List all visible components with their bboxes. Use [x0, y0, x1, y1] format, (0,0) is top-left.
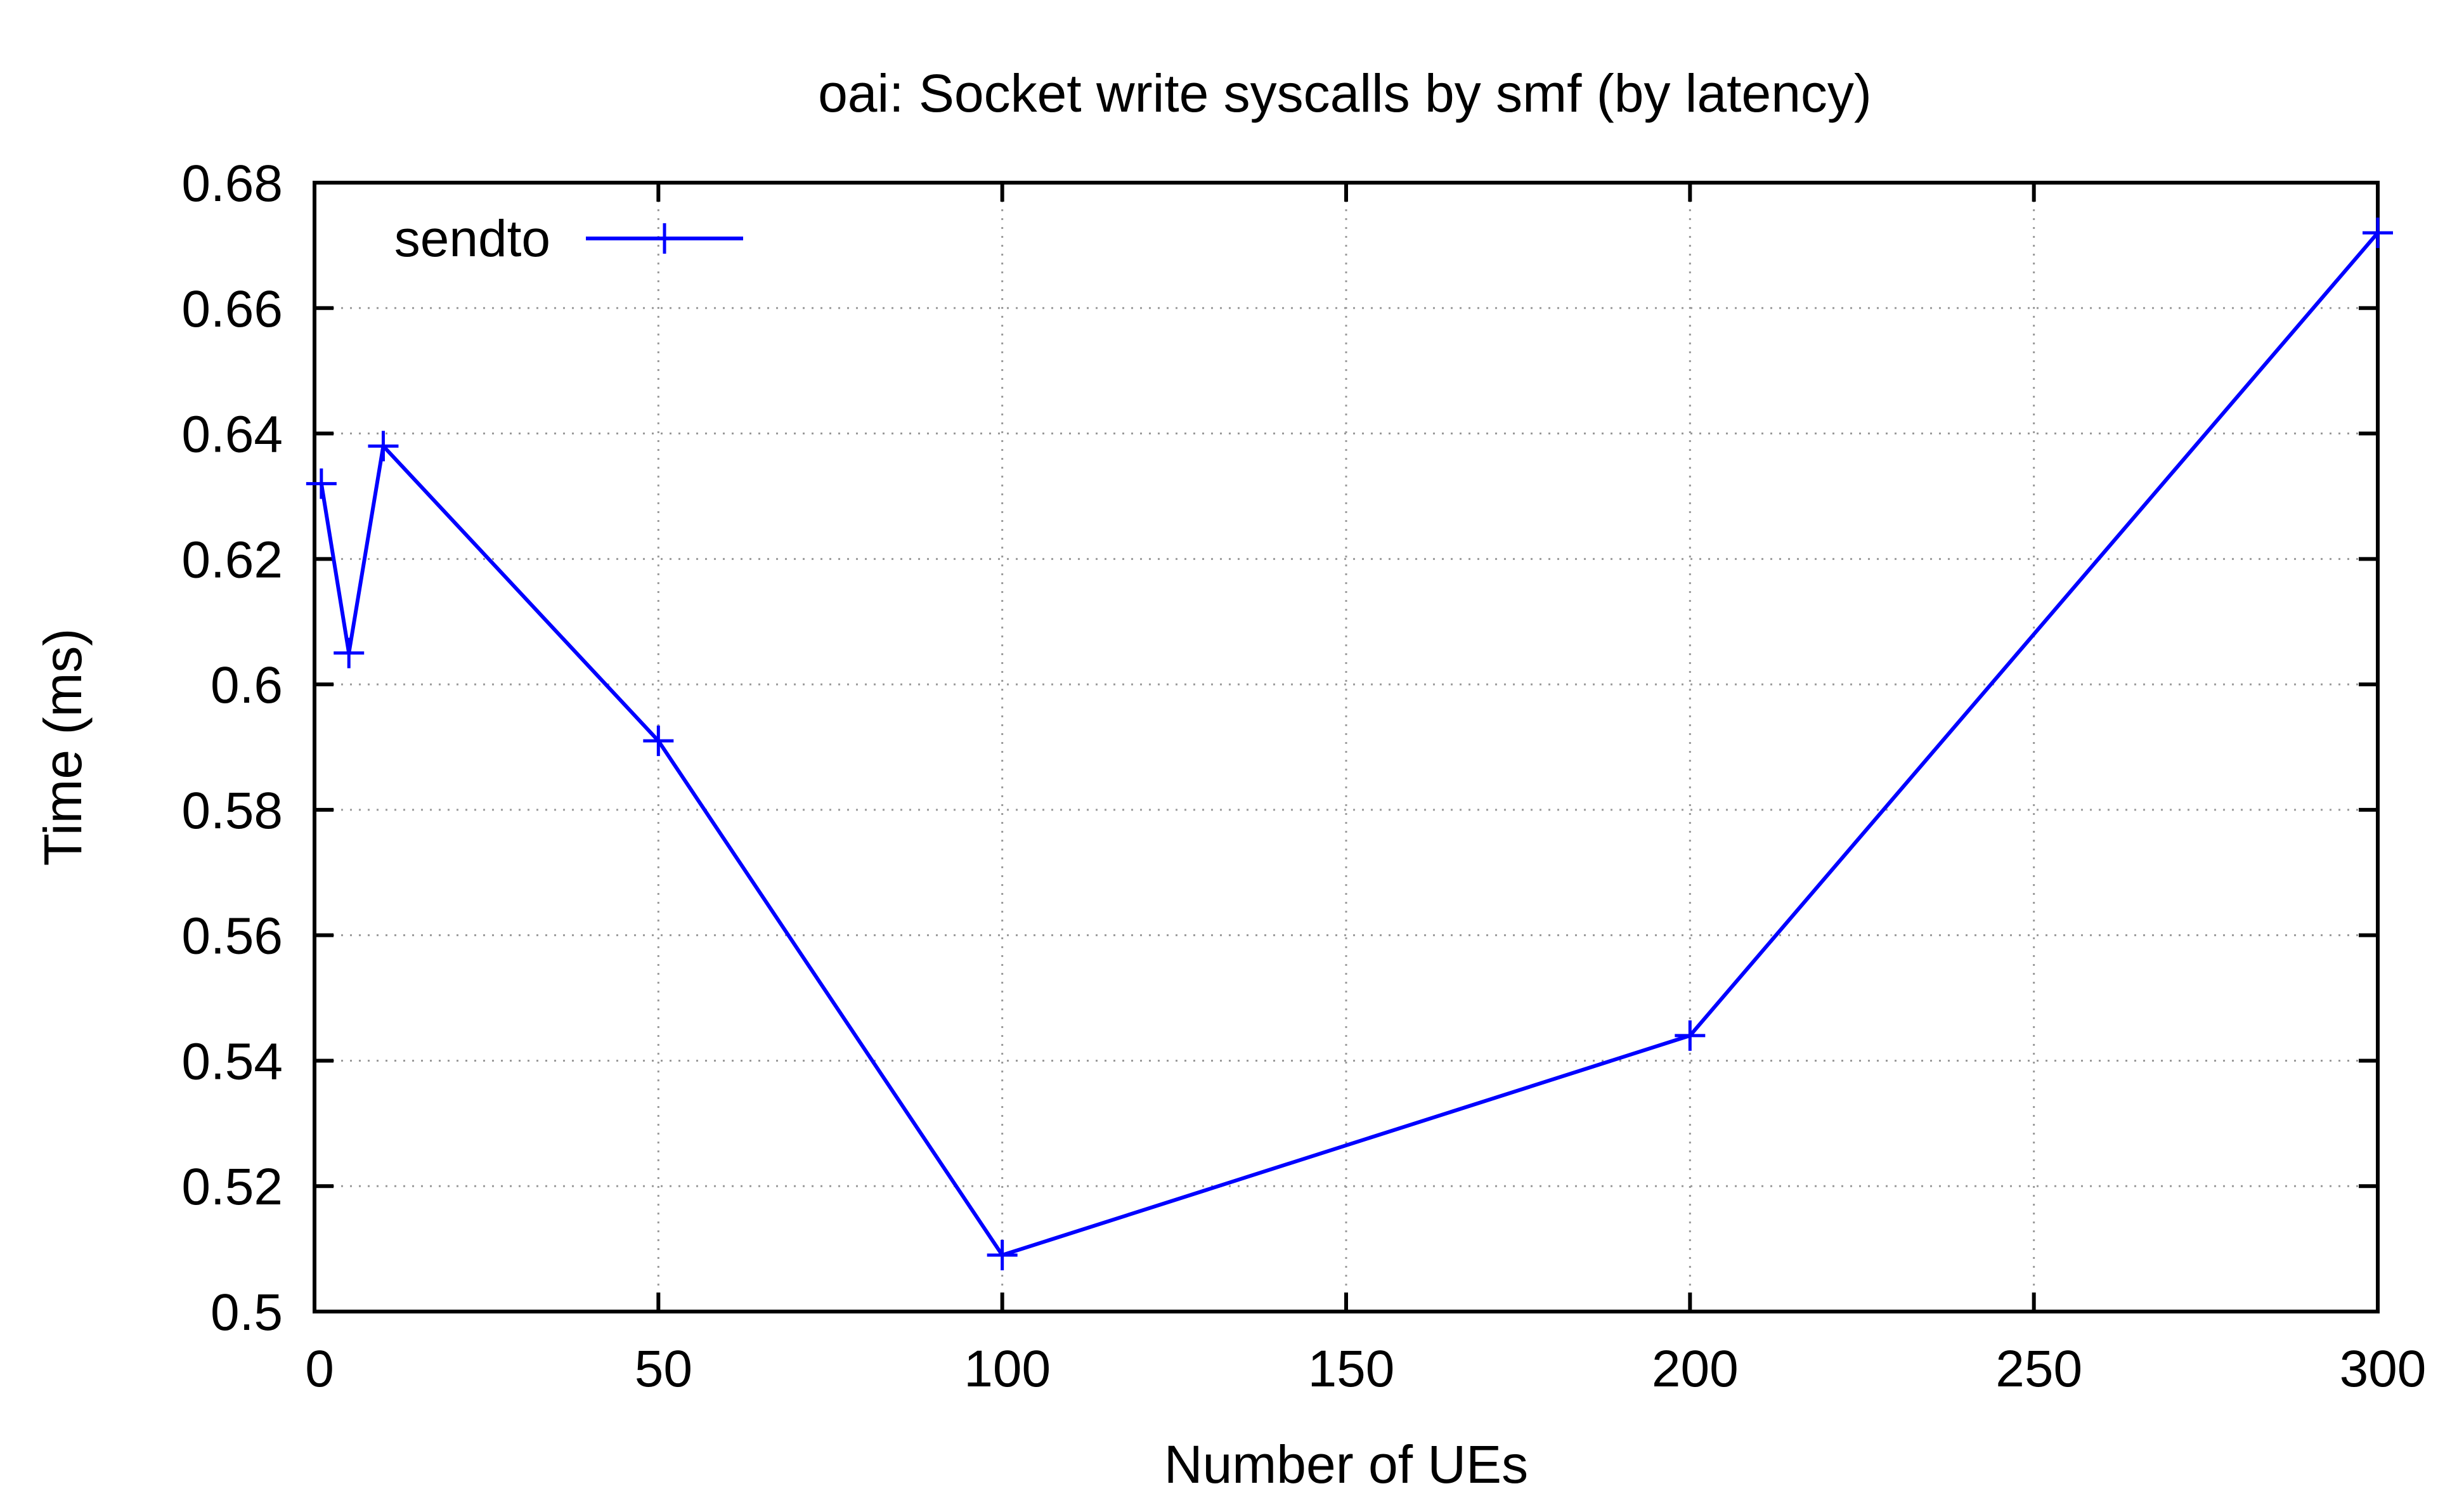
y-tick-label: 0.64 — [181, 406, 283, 464]
data-point — [1675, 1020, 1706, 1051]
data-point — [334, 637, 365, 668]
y-tick-label: 0.56 — [181, 908, 283, 965]
y-axis-tick-labels: 0.5 0.52 0.54 0.56 0.58 0.6 0.62 0.64 0.66 0.68 — [181, 155, 283, 1341]
y-tick-label: 0.58 — [181, 782, 283, 840]
y-tick-label: 0.54 — [181, 1032, 283, 1090]
legend: sendto — [394, 210, 743, 268]
x-tick-label: 100 — [964, 1340, 1051, 1398]
axis-ticks — [313, 181, 2380, 1313]
x-tick-label: 150 — [1308, 1340, 1395, 1398]
legend-label-sendto: sendto — [394, 210, 550, 268]
data-point — [987, 1240, 1018, 1270]
legend-marker-plus — [649, 223, 680, 254]
legend-marker-sendto — [649, 223, 680, 254]
x-axis-label: Number of UEs — [1164, 1435, 1528, 1494]
y-tick-label: 0.5 — [211, 1284, 283, 1341]
data-point — [2363, 218, 2393, 249]
series-layer — [306, 218, 2393, 1270]
y-tick-label: 0.62 — [181, 531, 283, 589]
x-tick-label: 300 — [2340, 1340, 2427, 1398]
data-point — [643, 726, 674, 757]
series-line-sendto — [319, 231, 2380, 1258]
chart-title: oai: Socket write syscalls by smf (by la… — [818, 63, 1872, 123]
y-tick-label: 0.52 — [181, 1158, 283, 1216]
x-tick-label: 50 — [635, 1340, 692, 1398]
data-point — [368, 431, 399, 462]
x-tick-label: 0 — [305, 1340, 334, 1398]
y-axis-label: Time (ms) — [33, 629, 93, 866]
y-tick-label: 0.6 — [211, 656, 283, 714]
y-tick-label: 0.68 — [181, 155, 283, 212]
y-tick-label: 0.66 — [181, 280, 283, 338]
data-point — [306, 468, 337, 499]
x-axis-tick-labels: 0 50 100 150 200 250 300 — [305, 1340, 2426, 1398]
gridlines — [314, 183, 2378, 1312]
x-tick-label: 250 — [1995, 1340, 2082, 1398]
x-tick-label: 200 — [1652, 1340, 1739, 1398]
